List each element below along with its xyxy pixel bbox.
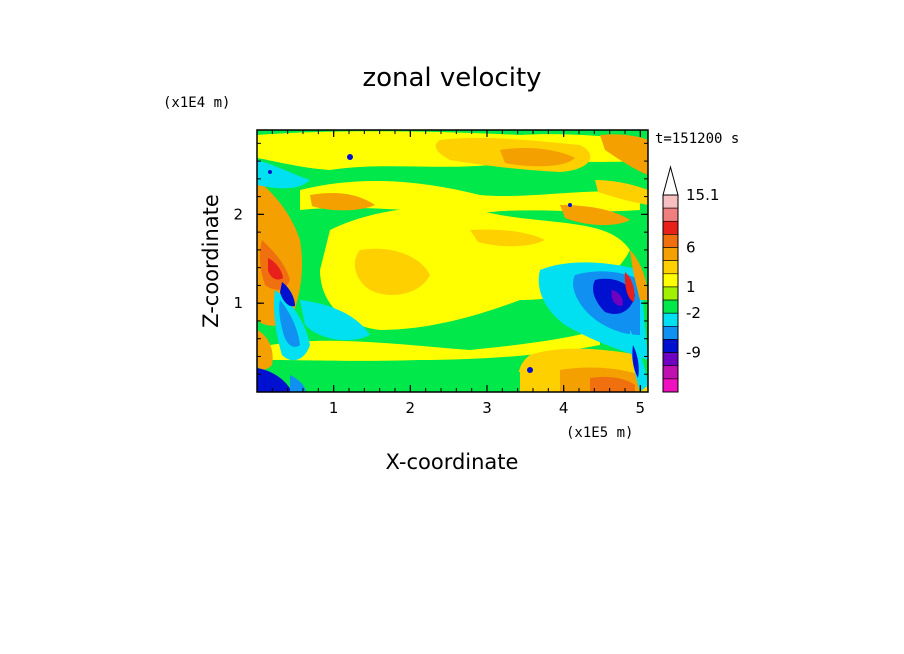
y-scale-label: (x1E4 m) <box>163 95 230 111</box>
colorbar-frame <box>662 194 679 393</box>
colorbar-swatch <box>662 339 679 353</box>
y-axis-label: Z-coordinate <box>199 194 223 328</box>
plot-frame <box>256 129 649 393</box>
contour-field <box>257 130 648 392</box>
colorbar-swatch <box>662 299 679 314</box>
x-tick-label: 2 <box>406 399 416 417</box>
x-scale-label: (x1E5 m) <box>566 425 633 441</box>
y-tick-label: 2 <box>233 205 243 223</box>
colorbar-label: -9 <box>686 344 701 362</box>
colorbar-swatch <box>662 365 679 380</box>
x-axis: 1 2 3 4 5 <box>271 130 646 417</box>
colorbar-swatch <box>662 194 679 209</box>
colorbar-label: 15.1 <box>686 186 719 204</box>
colorbar-swatch <box>662 352 679 367</box>
colorbar-swatch <box>662 260 679 275</box>
colorbar-label: 6 <box>686 239 696 257</box>
colorbar: 15.1 6 1 -2 -9 <box>662 165 719 393</box>
colorbar-swatch <box>662 378 679 393</box>
colorbar-swatch <box>662 312 679 327</box>
colorbar-swatch <box>662 286 679 301</box>
x-tick-label: 5 <box>636 399 646 417</box>
colorbar-arrow <box>662 165 679 196</box>
x-tick-label: 1 <box>329 399 339 417</box>
y-tick-label: 1 <box>233 294 243 312</box>
chart-title: zonal velocity <box>362 63 541 93</box>
y-axis: 12 <box>233 142 648 375</box>
colorbar-swatch <box>662 326 679 340</box>
colorbar-swatch <box>662 247 679 261</box>
colorbar-swatch <box>662 234 679 248</box>
colorbar-swatch <box>662 273 679 288</box>
colorbar-swatch <box>662 207 679 222</box>
colorbar-swatch <box>662 220 679 235</box>
time-label: t=151200 s <box>655 131 739 147</box>
x-axis-label: X-coordinate <box>386 450 519 474</box>
x-tick-label: 4 <box>559 399 569 417</box>
colorbar-label: 1 <box>686 278 696 296</box>
x-tick-label: 3 <box>482 399 492 417</box>
colorbar-label: -2 <box>686 304 701 322</box>
